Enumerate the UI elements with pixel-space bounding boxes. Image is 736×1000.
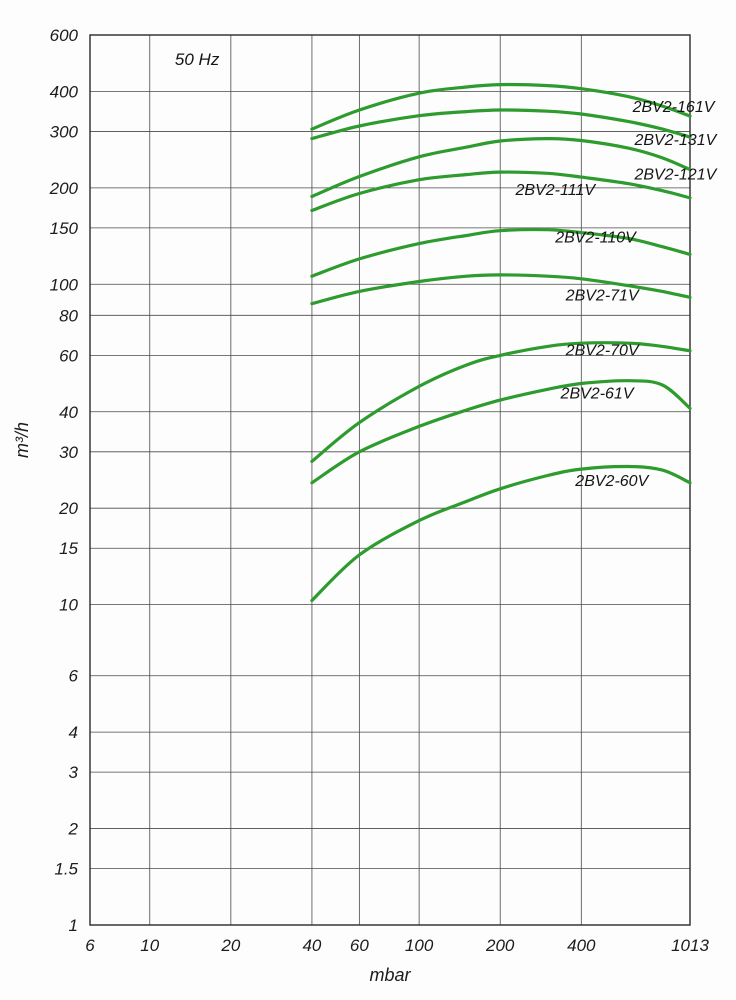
y-tick-label: 40 — [59, 403, 78, 422]
y-tick-label: 4 — [69, 723, 78, 742]
y-tick-label: 100 — [50, 275, 79, 294]
curve-2bv2-71v — [310, 273, 692, 306]
y-tick-label: 200 — [49, 179, 79, 198]
x-tick-label: 100 — [405, 936, 434, 955]
curve-label-2bv2-161v: 2BV2-161V — [632, 99, 716, 116]
y-tick-label: 60 — [59, 346, 78, 365]
x-tick-label: 200 — [485, 936, 515, 955]
x-tick-label: 20 — [220, 936, 240, 955]
curve-2bv2-110v — [310, 227, 692, 278]
y-tick-label: 10 — [59, 596, 78, 615]
curve-2bv2-131v — [310, 108, 692, 141]
y-tick-label: 400 — [50, 82, 79, 101]
curve-label-2bv2-60v: 2BV2-60V — [574, 473, 649, 490]
y-tick-label: 150 — [50, 219, 79, 238]
y-tick-label: 1.5 — [54, 860, 78, 879]
curve-2bv2-111v — [310, 170, 692, 213]
curve-label-2bv2-61v: 2BV2-61V — [560, 386, 635, 403]
curve-label-2bv2-71v: 2BV2-71V — [565, 287, 640, 304]
y-tick-label: 3 — [69, 763, 79, 782]
y-tick-label: 30 — [59, 443, 78, 462]
plot-frame — [89, 34, 691, 926]
x-tick-label: 6 — [85, 936, 95, 955]
curve-label-2bv2-110v: 2BV2-110V — [554, 230, 637, 247]
y-tick-label: 2 — [68, 820, 79, 839]
curve-label-2bv2-70v: 2BV2-70V — [565, 342, 640, 359]
y-axis-title: m³/h — [12, 422, 32, 458]
curve-2bv2-60v — [310, 464, 692, 603]
y-tick-label: 6 — [69, 667, 79, 686]
curve-label-2bv2-131v: 2BV2-131V — [633, 132, 717, 149]
curve-2bv2-70v — [310, 341, 692, 463]
frequency-annotation: 50 Hz — [175, 50, 220, 69]
y-tick-label: 1 — [69, 916, 78, 935]
curve-label-2bv2-121v: 2BV2-121V — [633, 167, 717, 184]
y-tick-label: 300 — [50, 122, 79, 141]
x-tick-label: 10 — [140, 936, 159, 955]
y-tick-label: 15 — [59, 539, 78, 558]
x-tick-label: 400 — [567, 936, 596, 955]
curve-2bv2-161v — [310, 82, 692, 131]
curve-label-2bv2-111v: 2BV2-111V — [515, 182, 597, 199]
x-axis-title: mbar — [369, 965, 411, 985]
x-tick-label: 60 — [350, 936, 369, 955]
y-tick-label: 600 — [50, 26, 79, 45]
y-tick-label: 20 — [58, 499, 78, 518]
y-tick-label: 80 — [59, 306, 78, 325]
curve-2bv2-121v — [310, 136, 692, 199]
curve-2bv2-61v — [310, 379, 692, 485]
x-tick-label: 1013 — [671, 936, 709, 955]
x-tick-label: 40 — [302, 936, 321, 955]
